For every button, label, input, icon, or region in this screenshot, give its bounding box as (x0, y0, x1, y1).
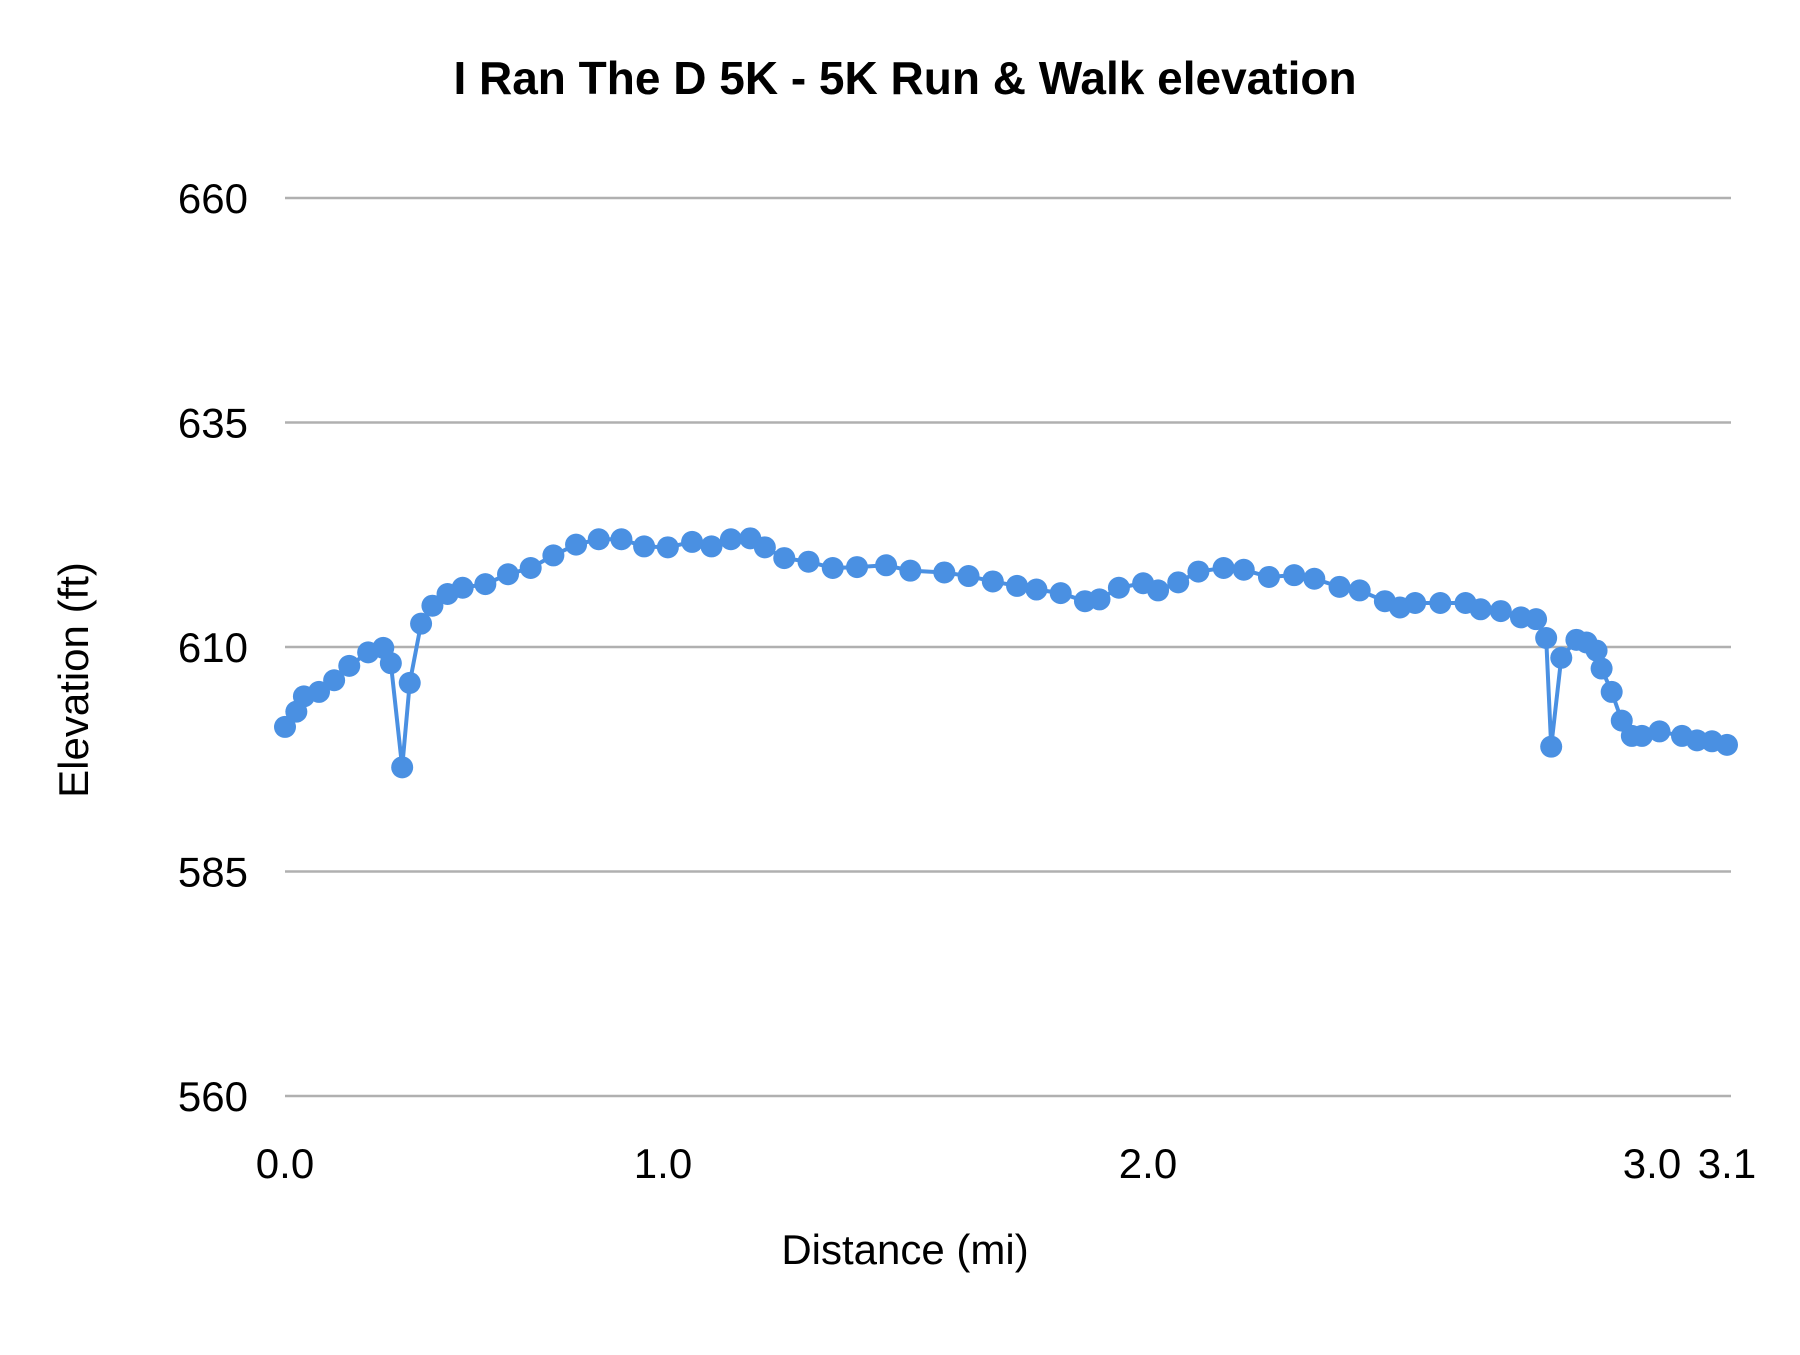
data-point (875, 554, 898, 577)
elevation-series (274, 527, 1738, 779)
data-point (565, 533, 588, 556)
y-tick-labels: 560 585 610 635 660 (178, 175, 248, 1120)
data-point (656, 536, 679, 559)
data-point (773, 547, 796, 570)
data-point (633, 535, 656, 558)
data-point (398, 671, 421, 694)
data-point (933, 561, 956, 584)
data-point (1212, 556, 1235, 579)
data-point (1525, 608, 1548, 631)
data-point (610, 528, 633, 551)
data-point (474, 573, 497, 596)
data-point (1469, 598, 1492, 621)
data-point (1303, 567, 1326, 590)
data-point (1167, 571, 1190, 594)
data-point (1187, 560, 1210, 583)
data-point (1585, 639, 1608, 662)
data-point (753, 536, 776, 559)
data-point (391, 756, 414, 779)
y-tick-label: 610 (178, 624, 248, 671)
data-point (1107, 576, 1130, 599)
data-point (451, 576, 474, 599)
data-point (497, 563, 520, 586)
data-point (1147, 579, 1170, 602)
data-point (1257, 565, 1280, 588)
data-point (1429, 591, 1452, 614)
y-tick-label: 635 (178, 400, 248, 447)
data-point (1088, 588, 1111, 611)
data-point (379, 652, 402, 675)
data-point (1025, 578, 1048, 601)
data-point (587, 528, 610, 551)
data-point (700, 535, 723, 558)
data-point (1328, 575, 1351, 598)
data-point (308, 680, 331, 703)
gridlines (285, 196, 1731, 1098)
data-point (1049, 582, 1072, 605)
data-point (1630, 724, 1653, 747)
data-point (519, 556, 542, 579)
y-axis-label: Elevation (ft) (50, 562, 97, 798)
data-point (1006, 574, 1029, 597)
x-tick-label: 3.1 (1698, 1140, 1756, 1187)
x-axis-label: Distance (mi) (781, 1226, 1028, 1273)
data-point (719, 528, 742, 551)
data-point (899, 559, 922, 582)
data-point (410, 612, 433, 635)
data-point (421, 594, 444, 617)
data-point (1232, 558, 1255, 581)
data-point (846, 556, 868, 579)
data-point (1648, 720, 1671, 743)
data-point (681, 530, 704, 553)
data-point (1489, 600, 1512, 623)
data-point (1550, 646, 1573, 669)
x-tick-label: 2.0 (1119, 1140, 1177, 1187)
chart-title: I Ran The D 5K - 5K Run & Walk elevation (453, 52, 1356, 104)
x-tick-labels: 0.0 1.0 2.0 3.0 3.1 (256, 1140, 1756, 1187)
data-point (338, 654, 361, 677)
data-point (274, 715, 296, 738)
data-point (1535, 627, 1558, 650)
data-point (1590, 657, 1613, 680)
data-point (1404, 591, 1427, 614)
data-point (323, 669, 346, 692)
data-point (542, 544, 565, 567)
data-point (981, 570, 1004, 593)
x-tick-label: 0.0 (256, 1140, 314, 1187)
data-point (957, 565, 980, 588)
x-tick-label: 1.0 (634, 1140, 692, 1187)
y-tick-label: 585 (178, 849, 248, 896)
data-point (1716, 733, 1738, 756)
data-point (1348, 579, 1371, 602)
data-point (1283, 564, 1306, 587)
data-point (1540, 735, 1563, 758)
x-tick-label: 3.0 (1623, 1140, 1681, 1187)
y-tick-label: 560 (178, 1073, 248, 1120)
data-point (797, 550, 820, 573)
data-point (1600, 680, 1623, 703)
data-point (821, 556, 844, 579)
y-tick-label: 660 (178, 175, 248, 222)
